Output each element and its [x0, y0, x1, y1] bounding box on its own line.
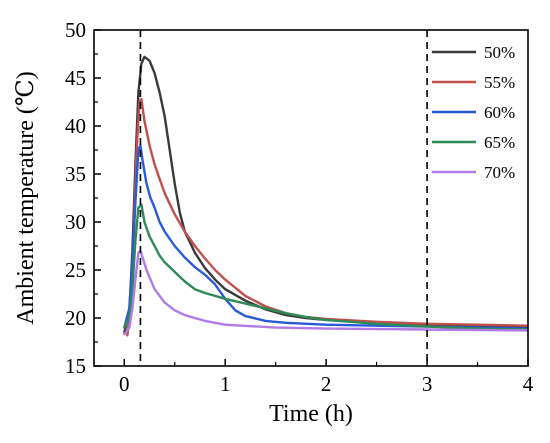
x-tick-label: 3 [422, 372, 433, 396]
legend-label: 60% [484, 103, 515, 122]
series-line-1 [123, 55, 528, 334]
legend-label: 70% [484, 163, 515, 182]
y-tick-label: 40 [65, 114, 86, 138]
y-tick-label: 25 [65, 258, 86, 282]
x-axis-title: Time (h) [269, 401, 353, 427]
series-line-4 [123, 203, 528, 331]
y-axis-title: Ambient temperature (℃) [13, 71, 39, 324]
x-tick-label: 4 [523, 372, 534, 396]
reference-lines [139, 30, 428, 366]
axis-ticks: 0 1 2 3 4 15 20 25 30 35 40 45 50 [65, 18, 534, 396]
y-tick-label: 15 [65, 354, 86, 378]
legend: 50% 55% 60% 65% 70% [432, 43, 515, 182]
x-tick-label: 2 [321, 372, 332, 396]
x-tick-label: 0 [119, 372, 130, 396]
series-line-5 [123, 249, 528, 336]
y-tick-label: 35 [65, 162, 86, 186]
legend-label: 50% [484, 43, 515, 62]
legend-label: 55% [484, 73, 515, 92]
series-layer [123, 55, 528, 337]
series-line-2 [126, 97, 528, 337]
y-tick-label: 45 [65, 66, 86, 90]
y-tick-label: 30 [65, 210, 86, 234]
plot-frame [93, 29, 529, 367]
x-tick-label: 1 [220, 372, 231, 396]
series-line-3 [123, 144, 528, 330]
legend-label: 65% [484, 133, 515, 152]
y-tick-label: 20 [65, 306, 86, 330]
y-tick-label: 50 [65, 18, 86, 42]
